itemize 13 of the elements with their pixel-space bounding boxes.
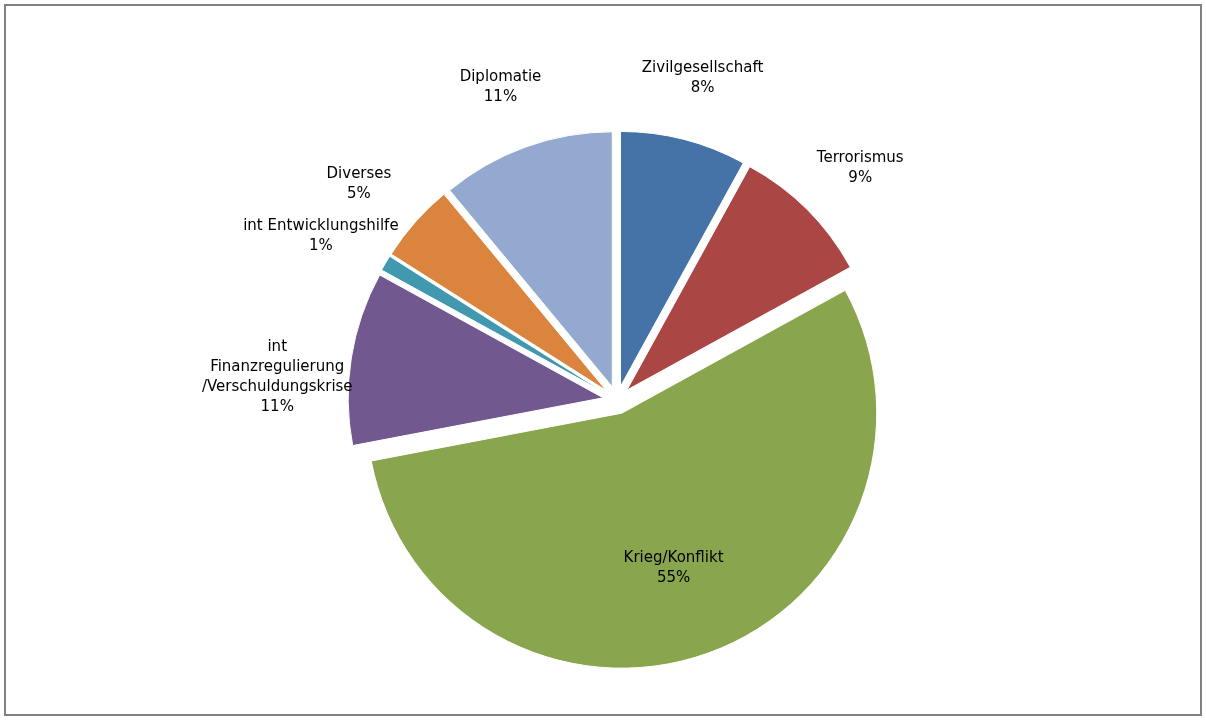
slice-label: Diverses [326, 163, 392, 182]
slice-label: Terrorismus [815, 147, 904, 166]
slice-label: Krieg/Konflikt [623, 548, 724, 567]
data-label: 8% [690, 77, 715, 96]
data-label: 9% [848, 167, 873, 186]
slice-label: Diplomatie [459, 67, 542, 86]
data-label: 11% [260, 397, 294, 416]
data-label: 11% [483, 87, 518, 106]
data-label: 1% [309, 235, 333, 254]
data-label: 55% [656, 568, 691, 587]
data-label: 5% [347, 183, 371, 202]
slice-label: int Entwicklungshilfe [243, 215, 399, 234]
slice-label: Zivilgesellschaft [641, 57, 764, 76]
